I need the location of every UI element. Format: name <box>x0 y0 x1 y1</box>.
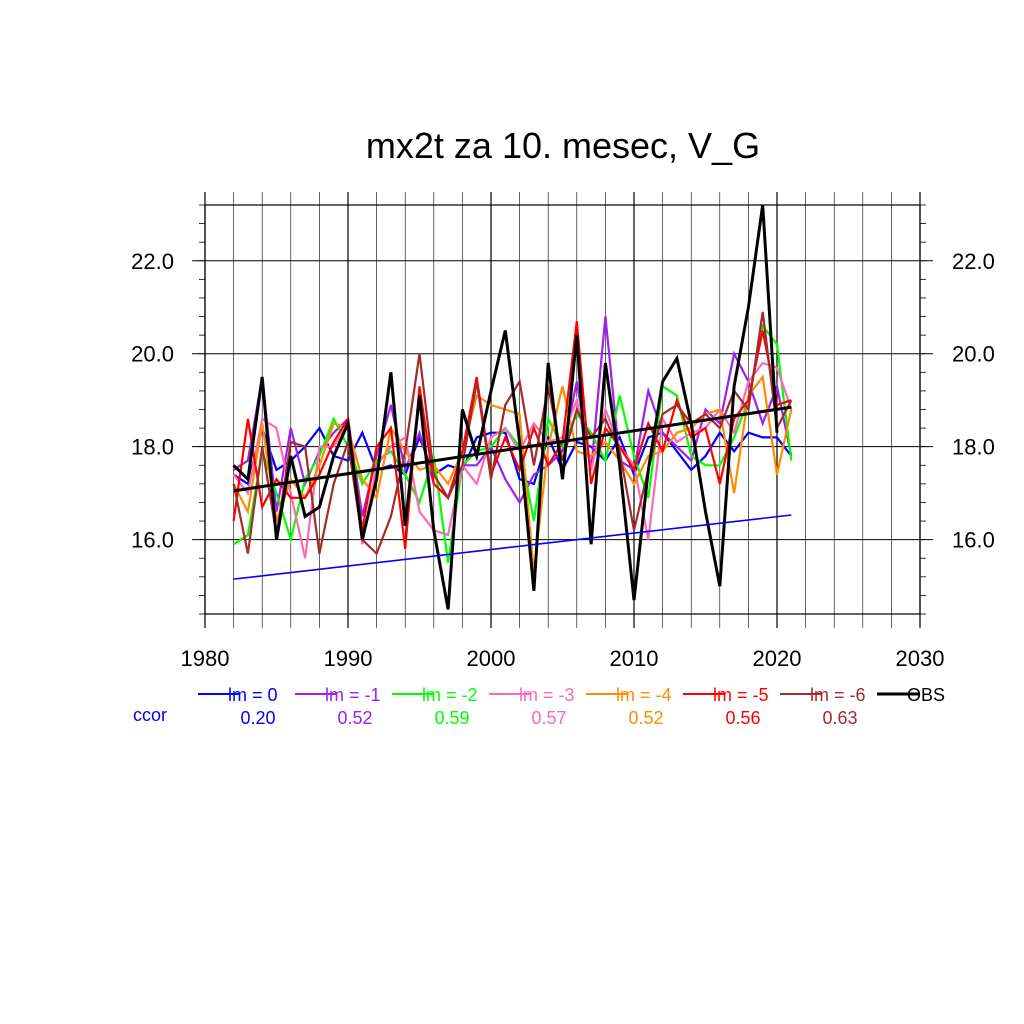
trend-line-7 <box>233 405 792 493</box>
legend-ccor-3: 0.57 <box>531 708 566 728</box>
legend-label-7: OBS <box>907 685 945 705</box>
legend-ccor-2: 0.59 <box>434 708 469 728</box>
legend-ccor-label: ccor <box>133 705 167 725</box>
x-tick-label: 1980 <box>181 646 230 671</box>
legend-ccor-4: 0.52 <box>628 708 663 728</box>
tick-labels: 1980 1990 2000 2010 2020 2030 16.0 16.0 18.0 18.0… <box>131 249 995 671</box>
x-tick-label: 2000 <box>467 646 516 671</box>
x-tick-label: 1990 <box>324 646 373 671</box>
plot-frame <box>204 204 921 615</box>
trend-line-0 <box>233 514 792 580</box>
legend-label-4: lm = -4 <box>616 685 672 705</box>
legend-label-2: lm = -2 <box>422 685 478 705</box>
y-tick-label-left: 22.0 <box>131 249 174 274</box>
legend-ccor-1: 0.52 <box>337 708 372 728</box>
legend: ccor lm = 0 0.20 lm = -1 0.52 lm = -2 0.59 lm =… <box>133 685 945 728</box>
y-tick-label-right: 18.0 <box>952 435 995 460</box>
x-tick-label: 2030 <box>896 646 945 671</box>
y-tick-label-right: 20.0 <box>952 342 995 367</box>
legend-ccor-5: 0.56 <box>725 708 760 728</box>
x-tick-label: 2020 <box>753 646 802 671</box>
chart-title: mx2t za 10. mesec, V_G <box>366 125 760 166</box>
series-line-7 <box>232 204 779 610</box>
trend-lines <box>233 405 792 580</box>
y-tick-label-right: 16.0 <box>952 528 995 553</box>
y-tick-label-left: 18.0 <box>131 435 174 460</box>
y-tick-label-left: 16.0 <box>131 528 174 553</box>
x-tick-label: 2010 <box>610 646 659 671</box>
legend-label-3: lm = -3 <box>519 685 575 705</box>
series-line-5 <box>232 321 792 550</box>
legend-label-1: lm = -1 <box>325 685 381 705</box>
legend-label-0: lm = 0 <box>228 685 278 705</box>
legend-label-5: lm = -5 <box>713 685 769 705</box>
legend-ccor-6: 0.63 <box>822 708 857 728</box>
y-tick-label-left: 20.0 <box>131 342 174 367</box>
axis-ticks <box>199 204 926 615</box>
legend-ccor-0: 0.20 <box>240 708 275 728</box>
legend-label-6: lm = -6 <box>810 685 866 705</box>
y-tick-label-right: 22.0 <box>952 249 995 274</box>
